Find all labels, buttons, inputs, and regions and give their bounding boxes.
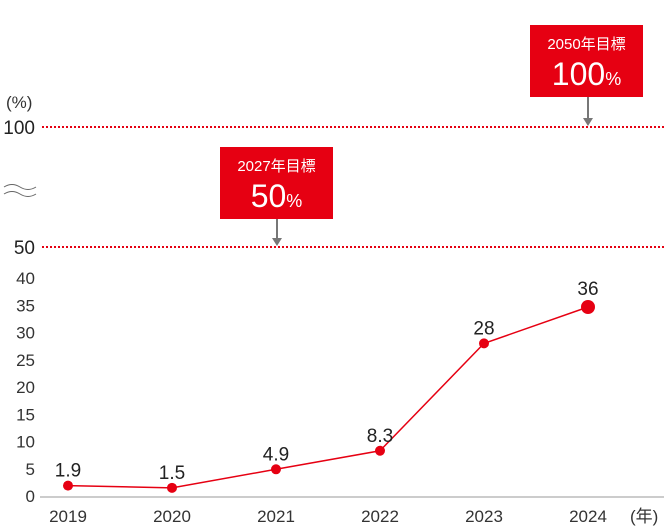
data-label: 1.9 — [55, 461, 81, 482]
x-tick-label: 2022 — [361, 507, 399, 526]
data-point — [581, 300, 595, 314]
target-value: 50% — [251, 178, 303, 214]
x-tick-label: 2019 — [49, 507, 87, 526]
data-label: 4.9 — [263, 444, 289, 465]
arrow-down-icon — [272, 238, 282, 246]
x-axis-unit: (年) — [630, 507, 658, 526]
data-label: 28 — [473, 318, 494, 339]
y-axis-unit: (%) — [6, 93, 32, 112]
y-tick-label: 100 — [3, 118, 35, 139]
data-label: 1.5 — [159, 463, 185, 484]
y-tick-label: 40 — [16, 269, 35, 288]
data-point — [479, 338, 489, 349]
y-tick-label: 20 — [16, 378, 35, 397]
x-tick-label: 2024 — [569, 507, 607, 526]
y-tick-label: 15 — [16, 405, 35, 424]
target-callout: 2050年目標 100% — [530, 25, 643, 126]
y-tick-label: 50 — [14, 238, 35, 259]
y-tick-label: 10 — [16, 433, 35, 452]
target-box — [220, 147, 333, 219]
data-point — [167, 482, 177, 493]
y-tick-label: 0 — [26, 487, 35, 506]
data-point — [63, 480, 73, 491]
target-callout: 2027年目標 50% — [220, 147, 333, 246]
target-value: 100% — [552, 56, 621, 92]
target-label: 2027年目標 — [237, 158, 315, 175]
series-line — [67, 306, 589, 489]
arrow-down-icon — [583, 118, 593, 126]
y-tick-label: 5 — [26, 460, 35, 479]
y-tick-label: 30 — [16, 324, 35, 343]
data-label: 8.3 — [367, 426, 393, 447]
y-tick-label: 25 — [16, 351, 35, 370]
x-tick-label: 2023 — [465, 507, 503, 526]
data-label: 36 — [577, 279, 598, 300]
data-point — [271, 464, 281, 475]
target-label: 2050年目標 — [547, 36, 625, 53]
target-box — [530, 25, 643, 97]
axis-break-icon — [3, 184, 37, 197]
data-point — [375, 445, 385, 456]
x-tick-label: 2021 — [257, 507, 295, 526]
x-tick-label: 2020 — [153, 507, 191, 526]
y-tick-label: 35 — [16, 296, 35, 315]
